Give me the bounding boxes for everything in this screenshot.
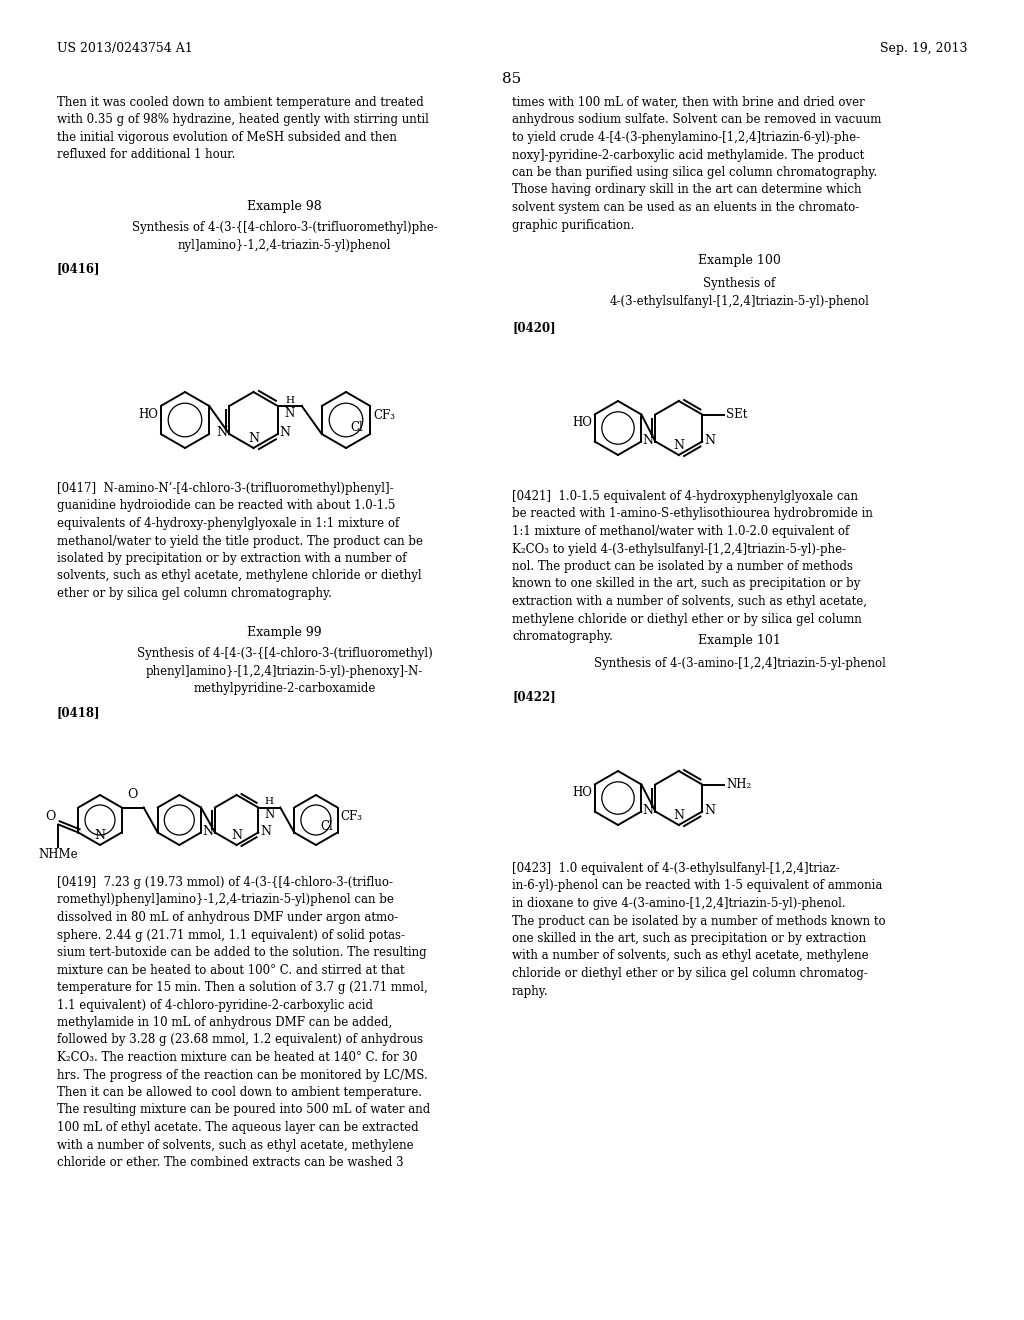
Text: [0419]  7.23 g (19.73 mmol) of 4-(3-{[4-chloro-3-(trifluo-
romethyl)phenyl]amino: [0419] 7.23 g (19.73 mmol) of 4-(3-{[4-c… (57, 876, 430, 1170)
Text: [0422]: [0422] (512, 690, 556, 704)
Text: Synthesis of 4-(3-amino-[1,2,4]triazin-5-yl-phenol: Synthesis of 4-(3-amino-[1,2,4]triazin-5… (594, 657, 886, 671)
Text: N: N (216, 426, 227, 440)
Text: N: N (260, 825, 271, 838)
Text: [0420]: [0420] (512, 321, 556, 334)
Text: Example 101: Example 101 (698, 634, 781, 647)
Text: Cl: Cl (350, 421, 362, 434)
Text: CF₃: CF₃ (341, 810, 362, 824)
Text: HO: HO (572, 417, 593, 429)
Text: times with 100 mL of water, then with brine and dried over
anhydrous sodium sulf: times with 100 mL of water, then with br… (512, 96, 882, 231)
Text: [0423]  1.0 equivalent of 4-(3-ethylsulfanyl-[1,2,4]triaz-
in-6-yl)-phenol can b: [0423] 1.0 equivalent of 4-(3-ethylsulfa… (512, 862, 886, 998)
Text: Cl: Cl (319, 820, 333, 833)
Text: N: N (202, 825, 213, 838)
Text: Example 98: Example 98 (247, 201, 322, 213)
Text: H: H (265, 797, 273, 807)
Text: US 2013/0243754 A1: US 2013/0243754 A1 (57, 42, 193, 55)
Text: CF₃: CF₃ (373, 409, 395, 422)
Text: H: H (286, 396, 294, 405)
Text: [0421]  1.0-1.5 equivalent of 4-hydroxyphenylglyoxale can
be reacted with 1-amin: [0421] 1.0-1.5 equivalent of 4-hydroxyph… (512, 490, 872, 643)
Text: Example 100: Example 100 (698, 253, 781, 267)
Text: N: N (642, 804, 653, 817)
Text: N: N (248, 432, 259, 445)
Text: 85: 85 (503, 73, 521, 86)
Text: N: N (642, 434, 653, 447)
Text: NHMe: NHMe (39, 849, 78, 862)
Text: SEt: SEt (726, 408, 748, 421)
Text: Synthesis of 4-[4-(3-{[4-chloro-3-(trifluoromethyl)
phenyl]amino}-[1,2,4]triazin: Synthesis of 4-[4-(3-{[4-chloro-3-(trifl… (136, 647, 432, 696)
Text: N: N (264, 808, 274, 821)
Text: Synthesis of 4-(3-{[4-chloro-3-(trifluoromethyl)phe-
nyl]amino}-1,2,4-triazin-5-: Synthesis of 4-(3-{[4-chloro-3-(trifluor… (132, 220, 437, 252)
Text: N: N (280, 426, 291, 440)
Text: NH₂: NH₂ (726, 777, 752, 791)
Text: [0417]  N-amino-N’-[4-chloro-3-(trifluoromethyl)phenyl]-
guanidine hydroiodide c: [0417] N-amino-N’-[4-chloro-3-(trifluoro… (57, 482, 423, 601)
Text: N: N (705, 434, 715, 447)
Text: HO: HO (138, 408, 158, 421)
Text: O: O (45, 809, 55, 822)
Text: N: N (705, 804, 715, 817)
Text: N: N (94, 829, 105, 842)
Text: N: N (673, 809, 684, 822)
Text: [0418]: [0418] (57, 706, 100, 719)
Text: HO: HO (572, 787, 593, 800)
Text: Example 99: Example 99 (247, 626, 322, 639)
Text: N: N (231, 829, 242, 842)
Text: N: N (285, 407, 295, 420)
Text: Synthesis of
4-(3-ethylsulfanyl-[1,2,4]triazin-5-yl)-phenol: Synthesis of 4-(3-ethylsulfanyl-[1,2,4]t… (609, 277, 869, 308)
Text: N: N (673, 440, 684, 451)
Text: Then it was cooled down to ambient temperature and treated
with 0.35 g of 98% hy: Then it was cooled down to ambient tempe… (57, 96, 429, 161)
Text: O: O (127, 788, 138, 801)
Text: Sep. 19, 2013: Sep. 19, 2013 (880, 42, 967, 55)
Text: [0416]: [0416] (57, 261, 100, 275)
